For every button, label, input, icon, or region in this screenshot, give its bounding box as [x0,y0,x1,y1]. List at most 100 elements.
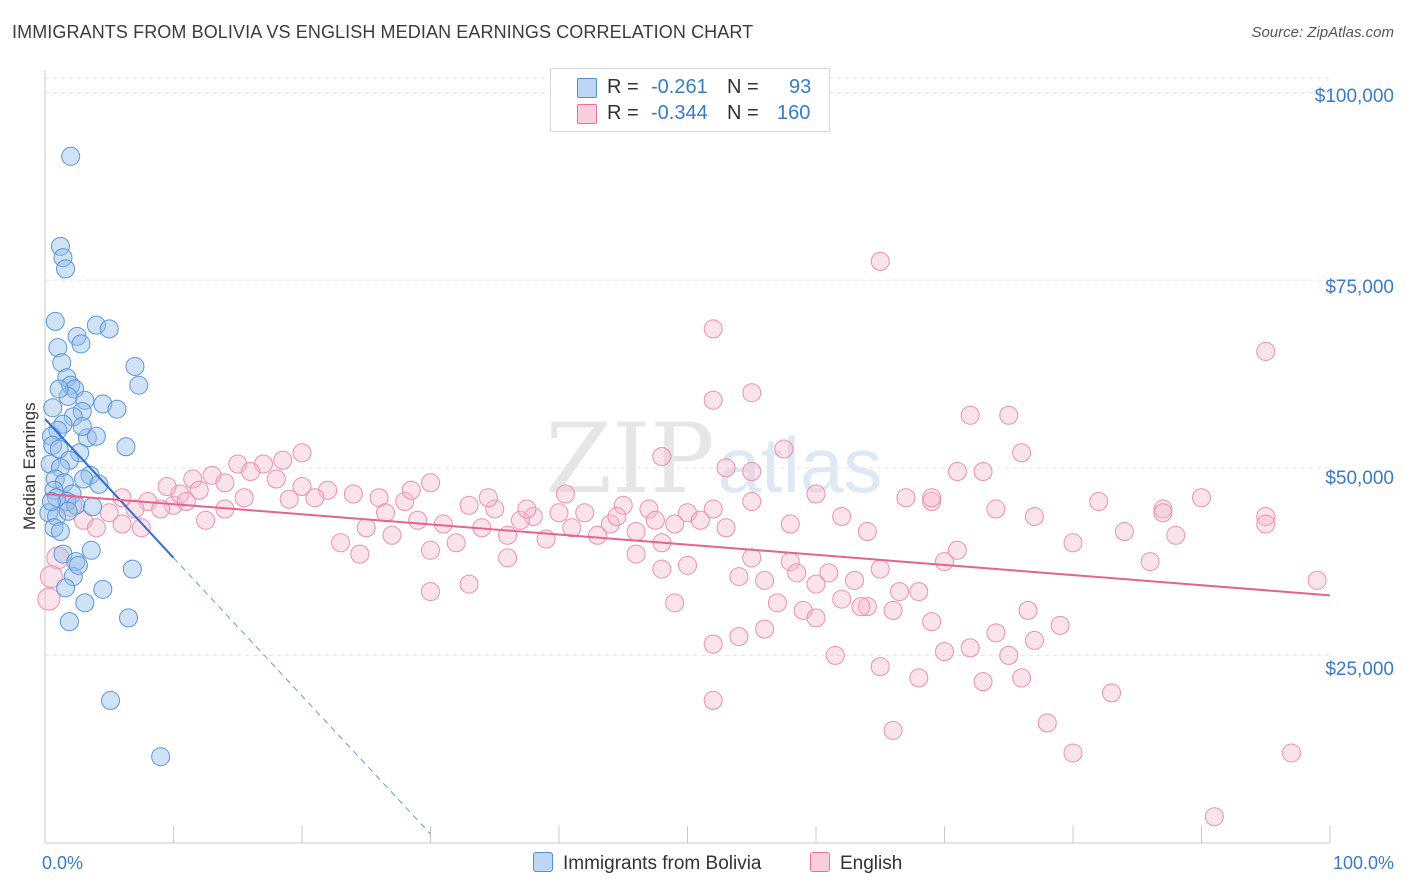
english-point [421,540,440,560]
english-point [870,657,890,677]
english-point [755,570,775,590]
english-point [851,597,871,617]
english-point [922,612,942,632]
english-point [909,668,929,688]
english-point [986,499,1006,519]
english-point [742,548,762,568]
english-point [716,518,736,538]
english-point [960,638,980,658]
english-point [832,507,852,527]
english-point [382,525,402,545]
bolivia-point [75,593,95,613]
english-point [729,627,749,647]
english-point [1281,743,1301,763]
english-point [819,563,839,583]
watermark-atlas: atlas [718,421,883,509]
bolivia-point [81,540,101,560]
english-point [960,405,980,425]
legend-n-value: 160 [777,102,811,124]
english-point [1204,807,1224,827]
english-point [1102,683,1122,703]
english-point [215,473,235,493]
english-point [896,488,916,508]
y-tick-100000: $100,000 [1314,86,1394,107]
english-point [999,645,1019,665]
bolivia-point [50,458,70,478]
bottom-legend-swatch-english [810,852,830,872]
legend-r-label: R = [607,102,639,124]
bolivia-point [75,390,95,410]
english-point [1114,522,1134,542]
bolivia-point [50,236,70,256]
english-point [806,484,826,504]
bolivia-point [83,497,103,517]
legend-r-value: -0.261 [651,76,708,98]
english-point [870,251,890,271]
bolivia-point [61,146,81,166]
english-point [183,469,203,489]
legend-r-label: R = [607,76,639,98]
bolivia-point [107,399,127,419]
english-point [331,533,351,553]
english-point [857,597,877,617]
bolivia-point [122,559,142,579]
legend-n-label: N = [727,102,759,124]
english-point [806,574,826,594]
english-point [241,462,261,482]
x-tick-min: 0.0% [42,853,84,873]
english-point [729,567,749,587]
english-point [86,518,106,538]
english-point [279,489,299,509]
bolivia-trend-line [44,418,175,559]
english-point [356,518,376,538]
english-point [112,488,132,508]
bolivia-point [56,578,76,598]
x-tick-max: 100.0% [1332,853,1394,873]
bolivia-point [101,690,121,710]
english-point [343,484,363,504]
english-point [459,574,479,594]
english-point [421,473,440,493]
bolivia-point [47,488,67,508]
english-point [755,619,775,639]
english-point [176,492,196,512]
bottom-legend-bolivia: Immigrants from Bolivia [533,852,762,875]
english-point [690,510,710,530]
english-point [626,522,646,542]
english-point [485,499,505,519]
legend-r-value: -0.344 [651,102,708,124]
english-point [665,514,685,534]
bolivia-point [66,552,86,572]
bolivia-point [58,501,78,521]
english-point [1018,600,1038,620]
bolivia-trend-extension [173,557,431,835]
bolivia-point [44,518,64,538]
english-point [857,522,877,542]
english-point [947,540,967,560]
english-point [292,443,312,463]
english-point [112,514,132,534]
english-point [1089,492,1109,512]
english-point [189,480,209,500]
english-point [523,507,543,527]
english-point [196,510,216,530]
y-tick-25000: $25,000 [1325,659,1394,680]
bolivia-point [48,338,68,358]
english-point [613,495,633,515]
bolivia-point [70,443,90,463]
legend-n-label: N = [727,76,759,98]
english-point [1063,533,1083,553]
bottom-legend-english: English [810,852,902,875]
english-point [555,484,575,504]
english-trend-line [44,493,1331,597]
english-point [973,672,993,692]
english-point [774,439,794,459]
bottom-legend-label-english: English [840,853,903,874]
bolivia-point [89,474,109,494]
english-point [645,510,665,530]
english-point [780,514,800,534]
english-point [37,587,61,611]
english-points [37,251,1327,827]
english-point [408,510,428,530]
english-point [1153,503,1173,523]
